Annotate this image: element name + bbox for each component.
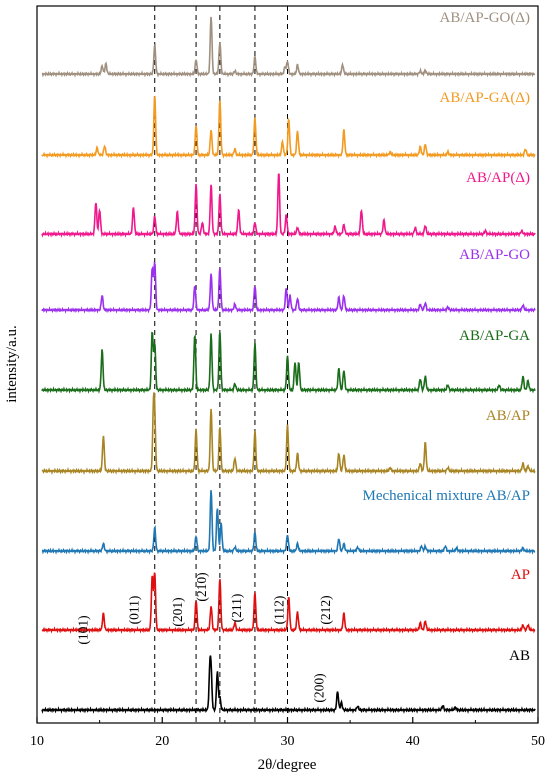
trace-1 bbox=[41, 96, 536, 159]
trace-6 bbox=[41, 490, 536, 555]
x-tick-label-4: 50 bbox=[531, 734, 545, 749]
series-label-3: AB/AP-GO bbox=[459, 247, 530, 263]
trace-5 bbox=[41, 392, 536, 476]
peak-label-0: (101) bbox=[75, 615, 90, 644]
series-label-6: Mechenical mixture AB/AP bbox=[363, 488, 530, 504]
x-tick-label-0: 10 bbox=[30, 734, 44, 749]
series-labels: AB/AP-GO(Δ) AB/AP-GA(Δ) AB/AP(Δ) AB/AP-GO AB… bbox=[363, 10, 531, 664]
trace-3 bbox=[41, 260, 536, 314]
series-label-7: AP bbox=[511, 567, 530, 583]
x-tick-label-3: 40 bbox=[406, 734, 420, 749]
peak-label-2: (201) bbox=[170, 597, 185, 626]
y-axis-title: intensity/a.u. bbox=[4, 325, 20, 403]
x-axis: 10 20 30 40 50 bbox=[30, 717, 545, 749]
peak-label-4: (211) bbox=[229, 594, 244, 623]
series-label-2: AB/AP(Δ) bbox=[466, 170, 530, 186]
x-tick-label-1: 20 bbox=[155, 734, 169, 749]
trace-7 bbox=[41, 572, 536, 634]
series-label-0: AB/AP-GO(Δ) bbox=[440, 10, 530, 26]
series-label-5: AB/AP bbox=[486, 408, 530, 424]
peak-label-3: (210) bbox=[194, 572, 209, 601]
x-axis-title: 2θ/degree bbox=[258, 757, 317, 773]
peak-label-5: (112) bbox=[272, 596, 287, 625]
peak-label-6: (212) bbox=[318, 595, 333, 624]
peak-label-7: (200) bbox=[312, 673, 327, 702]
trace-4 bbox=[41, 331, 536, 394]
x-tick-label-2: 30 bbox=[281, 734, 295, 749]
peak-labels: (101) (011) (201) (210) (211) (112) (212) (200) bbox=[75, 572, 333, 702]
peak-label-1: (011) bbox=[127, 596, 142, 625]
trace-2 bbox=[41, 173, 536, 239]
trace-0 bbox=[41, 16, 536, 78]
series-label-8: AB bbox=[509, 648, 530, 664]
series-label-1: AB/AP-GA(Δ) bbox=[440, 90, 530, 106]
trace-8 bbox=[41, 655, 536, 714]
series-traces bbox=[41, 16, 536, 714]
series-label-4: AB/AP-GA bbox=[459, 328, 530, 344]
